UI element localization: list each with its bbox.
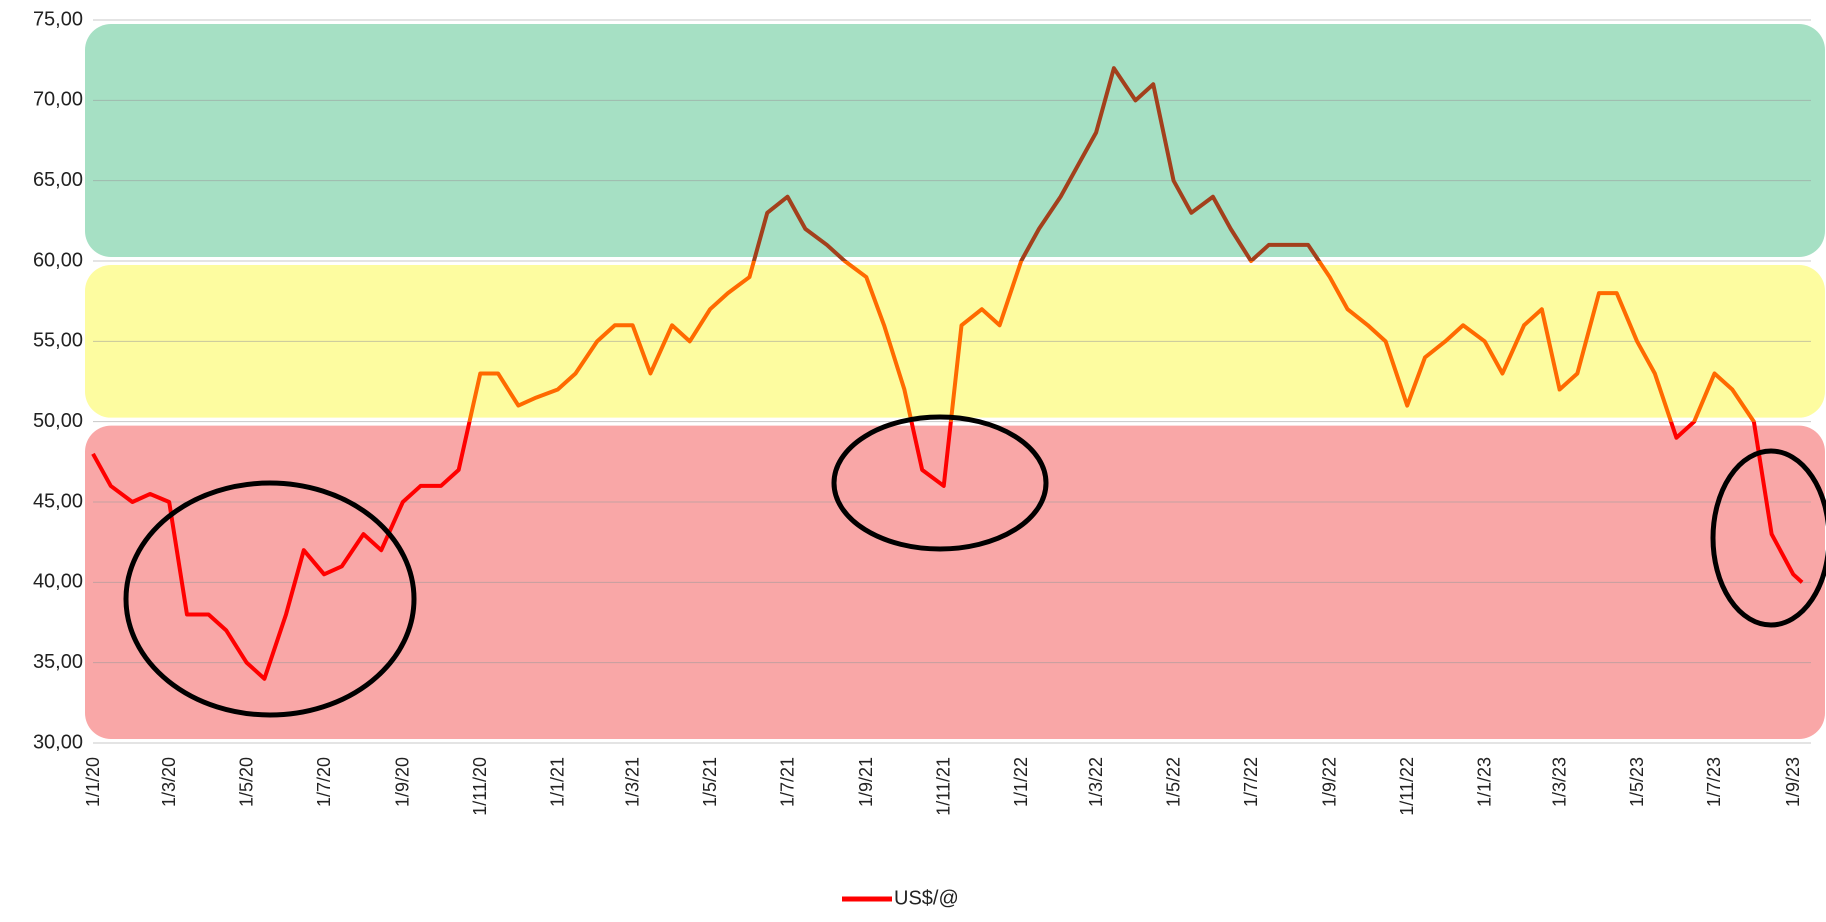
x-tick-label: 1/3/22	[1086, 757, 1106, 807]
x-tick-label: 1/7/23	[1704, 757, 1724, 807]
data-line	[91, 421, 1804, 681]
x-tick-label: 1/3/20	[159, 757, 179, 807]
x-tick-label: 1/1/23	[1474, 757, 1494, 807]
y-tick-label: 35,00	[33, 651, 83, 673]
highlight-ellipse	[1710, 448, 1826, 628]
zones	[85, 24, 1825, 739]
x-tick-label: 1/5/22	[1163, 757, 1183, 807]
legend-label: US$/@	[894, 887, 959, 909]
x-tick-label: 1/3/21	[622, 757, 642, 807]
x-tick-label: 1/9/23	[1783, 757, 1803, 807]
x-tick-label: 1/1/20	[83, 757, 103, 807]
y-tick-label: 50,00	[33, 410, 83, 432]
lines	[91, 66, 1804, 681]
x-tick-label: 1/3/23	[1549, 757, 1569, 807]
x-tick-label: 1/11/20	[470, 757, 490, 816]
x-tick-label: 1/9/20	[393, 757, 413, 807]
y-tick-label: 60,00	[33, 249, 83, 271]
grid	[93, 19, 1811, 744]
x-tick-label: 1/7/21	[777, 757, 797, 807]
x-tick-label: 1/5/23	[1627, 757, 1647, 807]
y-tick-label: 55,00	[33, 330, 83, 352]
y-tick-label: 30,00	[33, 731, 83, 753]
x-tick-label: 1/9/21	[856, 757, 876, 807]
x-tick-label: 1/7/20	[314, 757, 334, 807]
axes: 30,00 35,00 40,00 45,00 50,00 55,00 60,00 65,00…	[33, 8, 1803, 909]
highlight-ellipse	[831, 414, 1049, 552]
x-tick-label: 1/9/22	[1320, 757, 1340, 807]
annotations	[123, 414, 1826, 718]
y-tick-label: 70,00	[33, 89, 83, 111]
y-tick-label: 65,00	[33, 169, 83, 191]
x-tick-label: 1/7/22	[1241, 757, 1261, 807]
zone	[85, 24, 1825, 257]
y-tick-label: 40,00	[33, 571, 83, 593]
y-tick-label: 75,00	[33, 8, 83, 30]
y-tick-label: 45,00	[33, 490, 83, 512]
data-line	[467, 261, 1756, 422]
x-tick-label: 1/11/21	[933, 757, 953, 816]
x-tick-label: 1/5/21	[700, 757, 720, 807]
highlight-ellipse	[123, 480, 417, 718]
x-tick-label: 1/5/20	[236, 757, 256, 807]
x-tick-label: 1/11/22	[1397, 757, 1417, 816]
x-tick-label: 1/1/21	[547, 757, 567, 807]
x-tick-label: 1/1/22	[1011, 757, 1031, 807]
